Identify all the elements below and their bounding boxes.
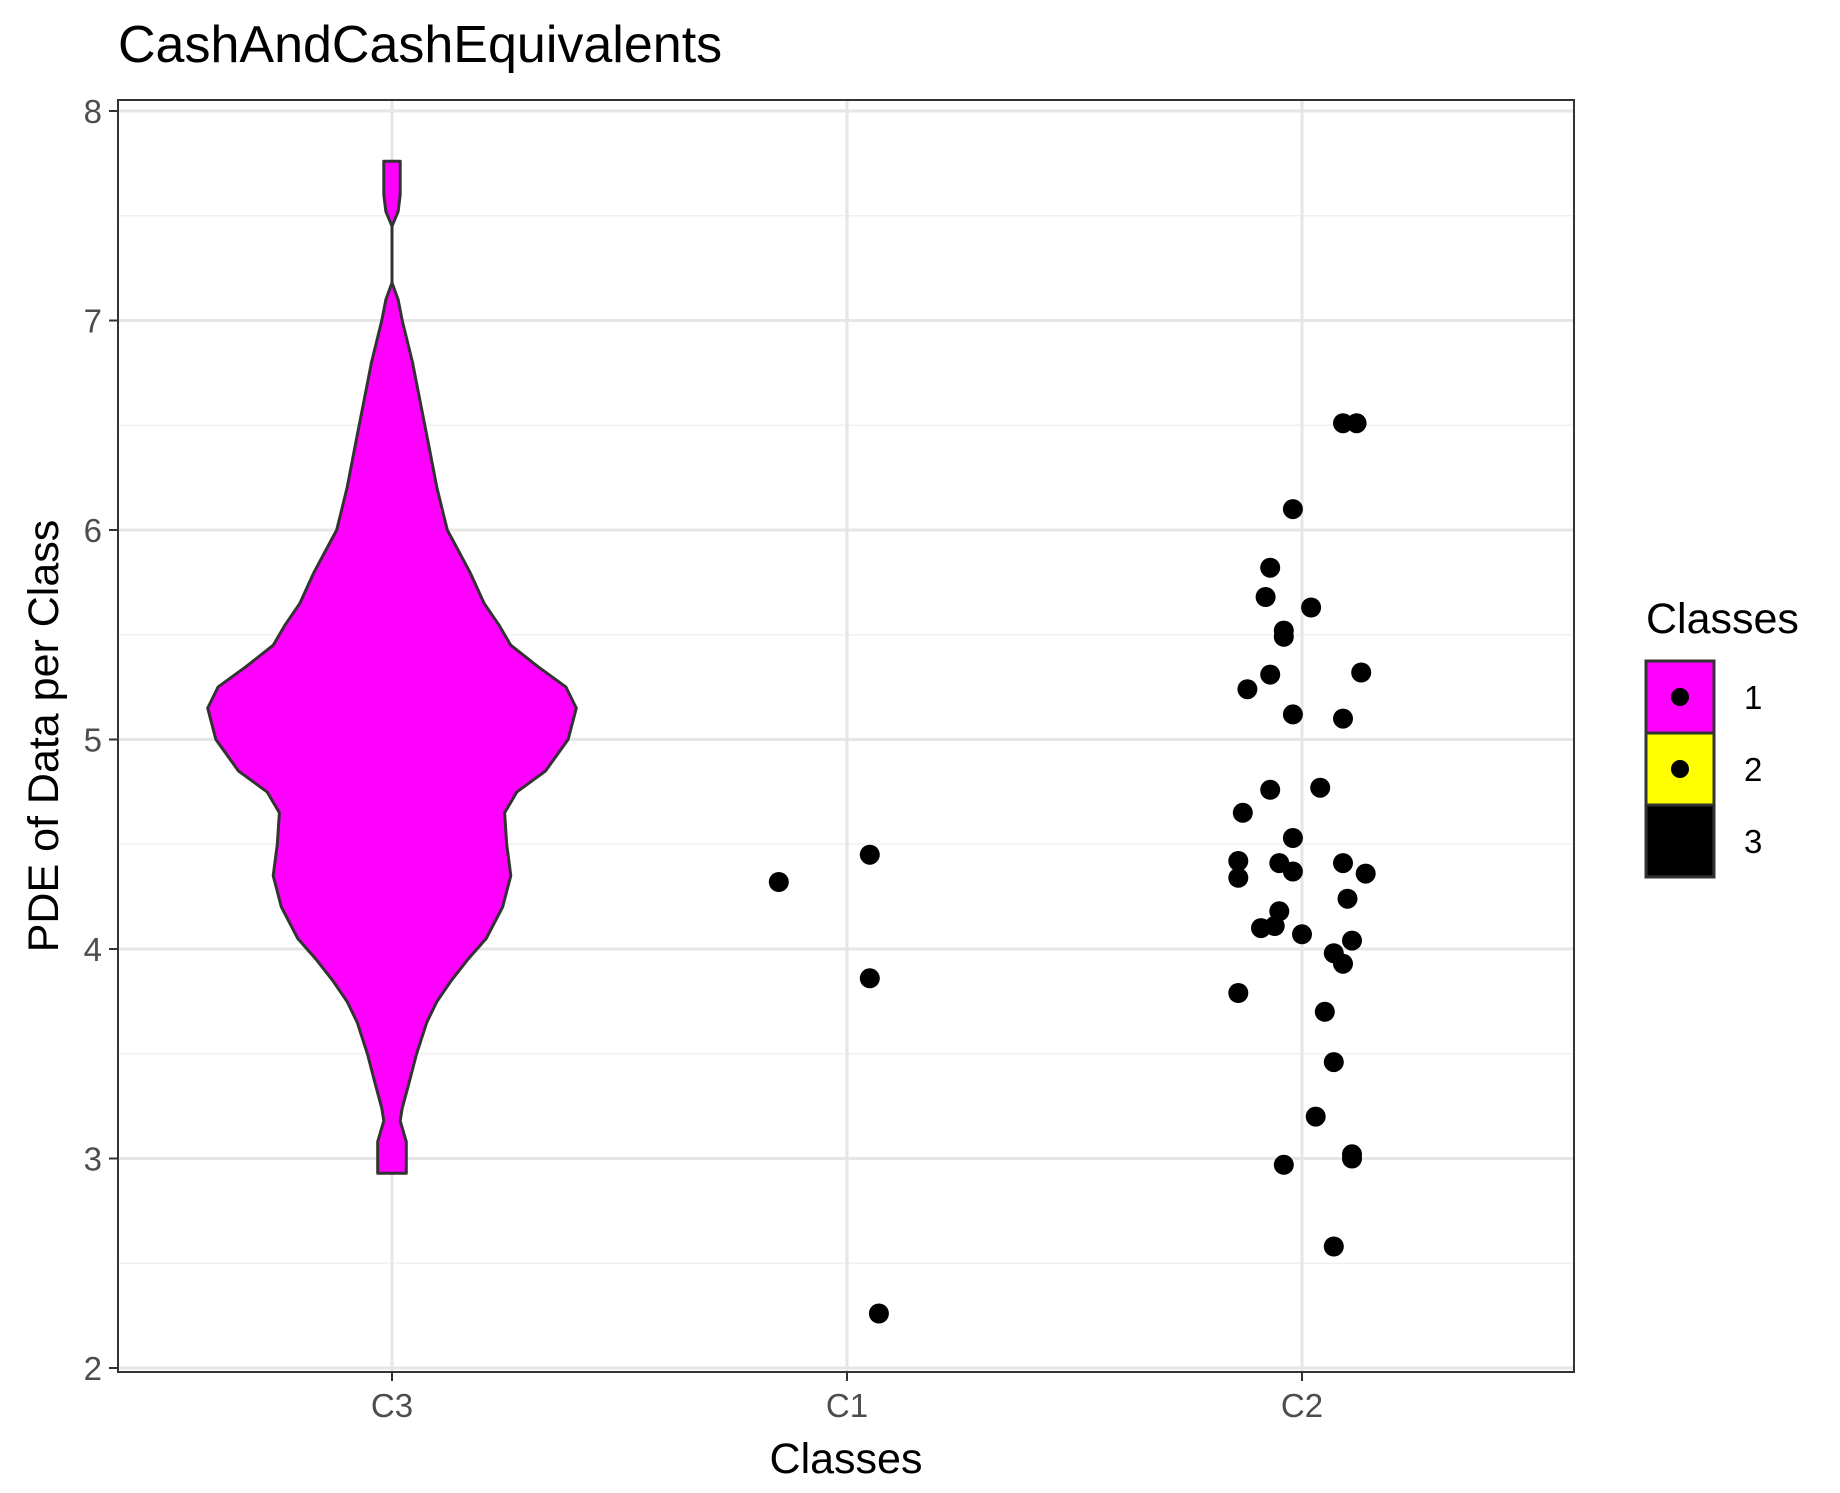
violin-C3 <box>206 159 578 1175</box>
data-point <box>1282 704 1303 725</box>
data-point <box>768 872 789 892</box>
x-axis-title: Classes <box>770 1435 923 1483</box>
legend: Classes 1 2 3 <box>1644 595 1799 879</box>
legend-key-dot <box>1671 760 1689 778</box>
data-point <box>1282 499 1303 520</box>
data-point <box>1310 777 1331 798</box>
x-tick-label: C1 <box>826 1387 868 1424</box>
plot-panel <box>117 99 1575 1373</box>
data-point <box>1260 557 1281 578</box>
data-point <box>1282 828 1303 848</box>
chart-title: CashAndCashEquivalents <box>118 16 722 74</box>
data-point <box>859 844 880 865</box>
data-point <box>1228 851 1249 871</box>
legend-label: 1 <box>1744 679 1762 716</box>
data-point <box>1232 802 1253 823</box>
data-point <box>1228 983 1249 1003</box>
data-point <box>1305 1106 1326 1127</box>
data-point <box>1282 861 1303 882</box>
y-tick-label: 8 <box>84 93 102 130</box>
points-layer <box>768 413 1376 1324</box>
data-point <box>1273 626 1294 647</box>
y-tick-label: 4 <box>84 931 102 968</box>
data-point <box>859 968 880 989</box>
y-tick-label: 5 <box>84 722 102 759</box>
data-point <box>1314 1001 1335 1022</box>
legend-key-dot <box>1671 688 1689 706</box>
data-point <box>1260 779 1281 800</box>
y-tick-label: 6 <box>84 512 102 549</box>
data-point <box>1337 888 1358 909</box>
legend-label: 3 <box>1744 823 1762 860</box>
legend-key <box>1644 803 1716 879</box>
data-point <box>1333 953 1353 974</box>
data-point <box>1333 853 1353 874</box>
data-point <box>1323 1052 1344 1073</box>
data-point <box>1273 1154 1294 1175</box>
data-point <box>1301 597 1322 618</box>
data-point <box>1355 863 1376 884</box>
y-axis-title: PDE of Data per Class <box>20 520 68 953</box>
violin-layer <box>206 159 578 1175</box>
data-point <box>1251 918 1271 939</box>
data-point <box>1351 662 1372 683</box>
x-tick-label: C2 <box>1281 1387 1323 1424</box>
data-point <box>868 1303 889 1324</box>
data-point <box>1255 587 1276 607</box>
legend-title: Classes <box>1646 595 1799 643</box>
y-axis: 2 3 4 5 6 7 8 <box>84 93 118 1387</box>
y-tick-label: 3 <box>84 1141 102 1178</box>
data-point <box>1292 924 1312 945</box>
x-tick-label: C3 <box>371 1387 413 1424</box>
legend-label: 2 <box>1744 751 1762 788</box>
data-point <box>1237 679 1258 700</box>
data-point <box>1342 930 1362 951</box>
data-point <box>1342 1148 1362 1169</box>
x-axis: C3 C1 C2 <box>371 1372 1323 1424</box>
data-point <box>1333 708 1353 729</box>
y-tick-label: 2 <box>84 1350 102 1387</box>
data-point <box>1260 664 1281 685</box>
data-point <box>1323 1236 1344 1257</box>
data-point <box>1346 413 1367 434</box>
data-point <box>1228 867 1249 888</box>
y-tick-label: 7 <box>84 303 102 340</box>
